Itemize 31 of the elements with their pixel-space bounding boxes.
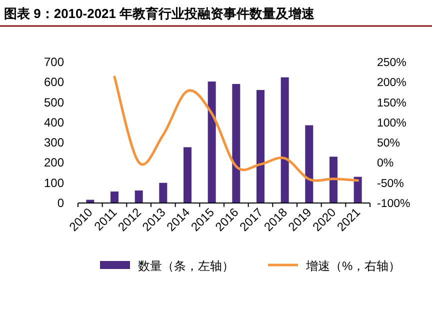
bar (232, 84, 240, 203)
y2-tick-label: -100% (377, 198, 410, 210)
bar (208, 82, 216, 203)
bar (159, 182, 168, 203)
y-tick-label: 600 (44, 75, 64, 90)
bar (110, 192, 118, 203)
y2-tick-label: 0% (377, 158, 394, 170)
y2-tick-label: -50% (377, 178, 404, 190)
bar (330, 156, 338, 203)
line-series (113, 76, 360, 182)
bar (184, 147, 192, 203)
y2-tick-label: 100% (377, 117, 406, 130)
y2-tick-label: 150% (377, 97, 406, 110)
y-tick-label: 0 (57, 196, 64, 210)
bar (280, 77, 289, 203)
y-tick-label: 700 (44, 55, 64, 69)
y-tick-label: 400 (44, 115, 64, 130)
y-tick-label: 200 (44, 156, 64, 170)
y2-tick-label: 250% (377, 57, 406, 69)
y2-tick-label: 200% (377, 77, 406, 90)
y-tick-label: 100 (44, 176, 64, 190)
bar (134, 190, 143, 203)
bar (256, 90, 264, 203)
y-tick-label: 500 (44, 95, 64, 110)
legend-label: 增速（%，右轴） (305, 259, 401, 273)
legend-label: 数量（条，左轴） (138, 259, 234, 273)
y2-tick-label: 50% (377, 138, 400, 150)
chart-title: 图表 9：2010-2021 年教育行业投融资事件数量及增速 (4, 6, 316, 21)
bar (354, 176, 362, 203)
bar (305, 125, 314, 203)
y-tick-label: 300 (44, 136, 64, 150)
